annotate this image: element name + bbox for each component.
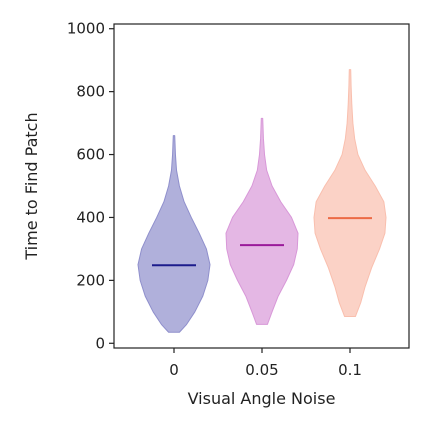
y-tick-label-0: 0 [95, 334, 105, 352]
x-tick-label-0: 0 [169, 361, 179, 379]
x-tick-label-0.05: 0.05 [245, 361, 278, 379]
x-axis: 0 0.05 0.1 [169, 348, 362, 379]
violin-0.05 [225, 117, 299, 325]
violin-0.1 [313, 69, 387, 318]
violin-0 [137, 135, 211, 333]
y-axis-label: Time to Find Patch [22, 112, 41, 260]
violins [137, 69, 387, 333]
y-tick-label-400: 400 [76, 208, 105, 226]
y-tick-label-1000: 1000 [67, 20, 105, 38]
y-tick-label-800: 800 [76, 83, 105, 101]
y-tick-label-200: 200 [76, 271, 105, 289]
y-tick-label-600: 600 [76, 146, 105, 164]
x-axis-label: Visual Angle Noise [188, 389, 336, 408]
x-tick-label-0.1: 0.1 [338, 361, 362, 379]
y-axis: 0 200 400 600 800 1000 [67, 20, 114, 352]
